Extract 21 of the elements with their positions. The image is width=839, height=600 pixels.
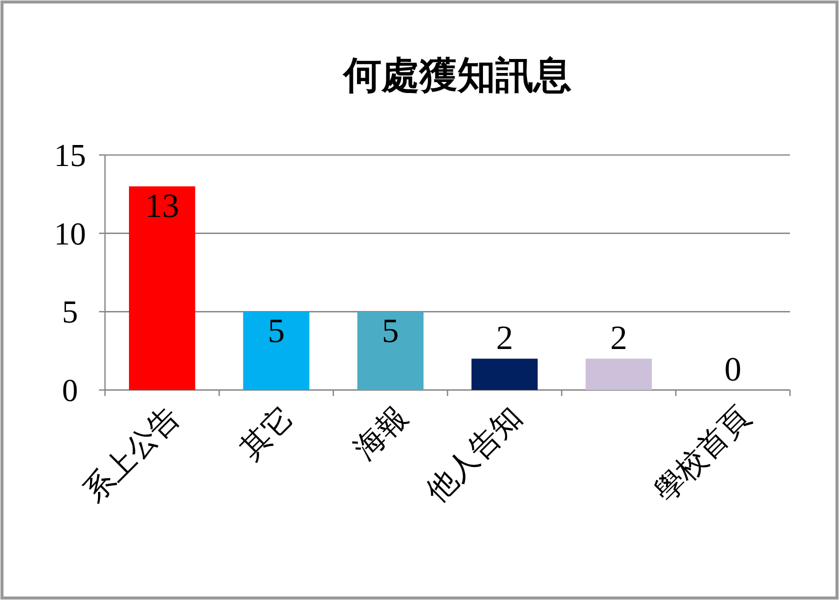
data-label: 2 xyxy=(610,320,628,358)
y-tick-label: 10 xyxy=(54,215,86,252)
data-label: 13 xyxy=(145,188,180,225)
x-tick-label: 他人告知 xyxy=(420,400,528,509)
bar xyxy=(471,358,538,390)
data-label: 2 xyxy=(496,320,514,358)
chart-title: 何處獲知訊息 xyxy=(342,55,572,97)
data-label: 5 xyxy=(382,313,399,350)
x-tick-label: 海報 xyxy=(348,400,414,466)
bar xyxy=(357,312,424,390)
y-tick-label: 15 xyxy=(54,137,86,173)
y-tick-label: 0 xyxy=(62,372,78,408)
data-label: 5 xyxy=(268,313,285,350)
y-tick-label: 5 xyxy=(62,294,78,330)
bar xyxy=(586,358,652,390)
bar xyxy=(243,312,310,390)
data-label: 0 xyxy=(724,352,742,388)
x-tick-label: 其它 xyxy=(234,400,300,466)
x-tick-label: 系上公告 xyxy=(78,400,186,509)
x-tick-label: 學校首頁 xyxy=(648,400,757,509)
bar xyxy=(128,186,196,390)
